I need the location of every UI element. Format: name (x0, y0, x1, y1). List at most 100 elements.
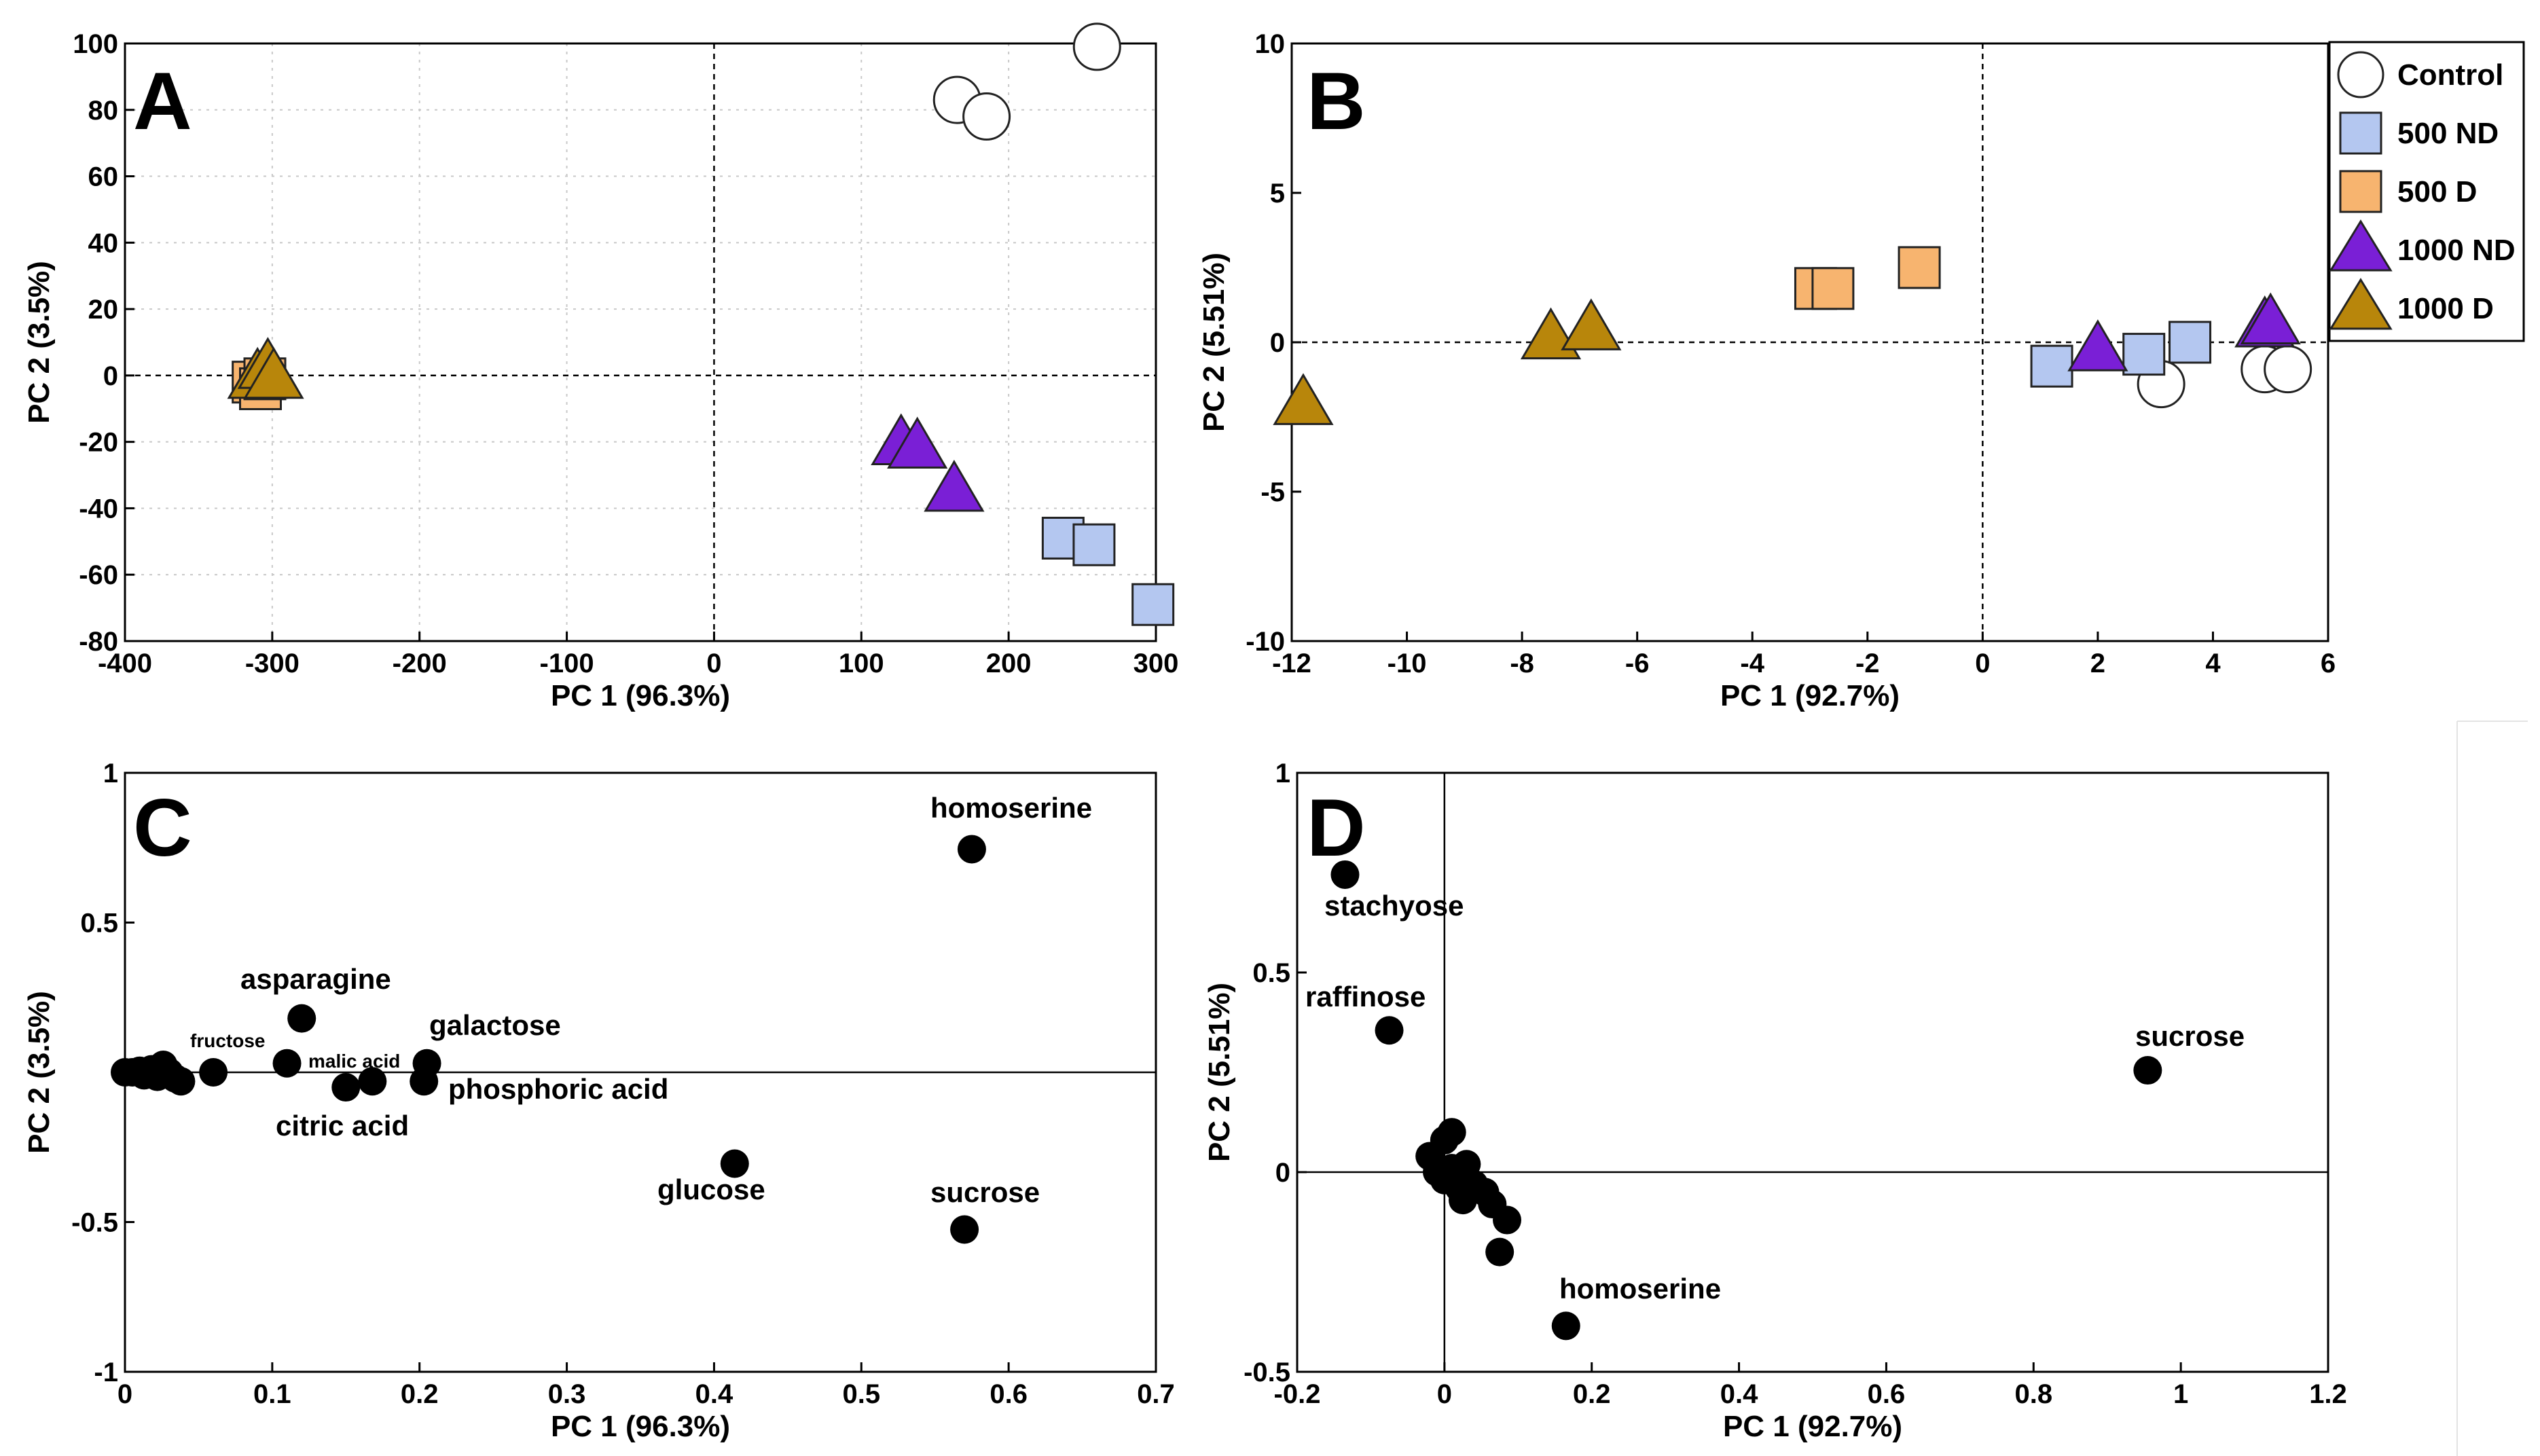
panel-letter: C (133, 782, 192, 873)
loading-label-fructose: fructose (190, 1030, 265, 1051)
loading-label-homoserine: homoserine (1559, 1273, 1721, 1305)
y-tick-label: 0 (1270, 328, 1285, 358)
loading-point-homoserine (957, 835, 986, 864)
marker-control (1072, 22, 1121, 71)
panel-c-loadings-plot: 0 0.1 0.2 0.3 0.4 0.5 0.6 0.7 -1 -0.5 0.5 1 PC 1 (96… (22, 759, 1175, 1443)
loading-point-glucose (720, 1149, 749, 1178)
loading-point-malic-acid (272, 1049, 302, 1078)
x-axis-title: PC 1 (92.7%) (1723, 1410, 1902, 1443)
loading-label-galactose: galactose (429, 1009, 561, 1041)
marker-1000-nd (924, 460, 985, 512)
marker-1000-d (243, 346, 304, 399)
marker-500-nd (2169, 321, 2212, 364)
x-tick-label: 0.3 (548, 1379, 586, 1409)
x-tick-label: 0.8 (2014, 1379, 2052, 1409)
loading-point-raffinose (1375, 1016, 1404, 1045)
x-tick-label: -10 (1387, 649, 1427, 678)
y-tick-label: 0.5 (1252, 958, 1290, 988)
marker-500-d (1811, 267, 1855, 310)
panel-letter: D (1307, 782, 1366, 873)
loading-label-sucrose: sucrose (930, 1176, 1040, 1208)
y-tick-label: 20 (88, 295, 119, 325)
loading-point-asparagine (287, 1004, 316, 1033)
y-tick-label: -20 (79, 428, 118, 458)
legend-marker-1000-nd (2329, 219, 2393, 272)
y-tick-label: -5 (1260, 477, 1285, 507)
marker-1000-nd (2240, 292, 2301, 345)
x-tick-label: -400 (98, 649, 152, 678)
x-tick-label: -300 (245, 649, 300, 678)
loading-label-glucose: glucose (657, 1173, 765, 1205)
legend: Control 500 ND 500 D 1000 ND 1000 D (2328, 41, 2525, 342)
x-tick-label: 0.2 (1573, 1379, 1611, 1409)
panel-d-loadings-plot: -0.2 0 0.2 0.4 0.6 0.8 1 1.2 -0.5 0 0.5 1 PC 1 (92.7… (1203, 759, 2347, 1443)
y-tick-label: 40 (88, 228, 119, 258)
y-axis-title: PC 2 (5.51%) (1197, 253, 1231, 432)
legend-label-control: Control (2397, 58, 2503, 92)
marker-500-nd (2030, 344, 2073, 388)
x-tick-label: 0.6 (990, 1379, 1028, 1409)
loading-point-sucrose (2133, 1056, 2162, 1085)
loading-label-homoserine: homoserine (930, 792, 1092, 824)
y-tick-label: 60 (88, 162, 119, 192)
marker-500-d (1898, 246, 1941, 289)
loading-label-phosphoric-acid: phosphoric acid (448, 1073, 668, 1105)
y-tick-label: 80 (88, 96, 119, 126)
y-tick-label: -60 (79, 560, 118, 590)
x-tick-label: 300 (1133, 649, 1179, 678)
x-tick-label: -0.2 (1274, 1379, 1321, 1409)
x-tick-label: 1.2 (2309, 1379, 2347, 1409)
x-tick-label: 0 (117, 1379, 132, 1409)
loading-point (1437, 1118, 1466, 1147)
marker-1000-d (1273, 373, 1334, 425)
x-tick-label: -4 (1740, 649, 1764, 678)
x-tick-label: 1 (2173, 1379, 2188, 1409)
y-tick-label: 0 (103, 361, 118, 391)
y-tick-label: -80 (79, 627, 118, 657)
y-axis-title: PC 2 (3.5%) (22, 261, 56, 424)
x-tick-label: 0 (1975, 649, 1990, 678)
marker-500-nd (1131, 583, 1175, 626)
panel-a-scores-plot: -400 -300 -200 -100 0 100 200 300-80-60-40-2002… (22, 22, 1179, 712)
y-tick-label: -10 (1246, 627, 1285, 657)
loading-point-stachyose (1330, 860, 1360, 889)
x-tick-label: -200 (393, 649, 447, 678)
legend-marker-control (2337, 51, 2384, 98)
right-edge-margin (2457, 720, 2540, 1456)
panel-letter: A (133, 56, 192, 147)
plot-frame (1296, 771, 2329, 1373)
x-tick-label: 0.1 (253, 1379, 291, 1409)
x-tick-label: 0.2 (401, 1379, 439, 1409)
loading-point-phosphoric-acid (410, 1067, 439, 1096)
marker-control (2264, 345, 2312, 394)
legend-label-500-d: 500 D (2397, 175, 2477, 208)
x-tick-label: 0 (1437, 1379, 1452, 1409)
x-tick-label: -100 (540, 649, 594, 678)
loading-label-sucrose: sucrose (2135, 1020, 2245, 1052)
loading-point-sucrose (950, 1215, 979, 1244)
marker-control (962, 92, 1011, 141)
x-tick-label: 0.7 (1137, 1379, 1175, 1409)
marker-1000-nd (2067, 319, 2128, 371)
y-tick-label: 1 (1275, 759, 1290, 788)
marker-500-nd (1072, 523, 1116, 566)
loading-point (1493, 1205, 1522, 1235)
x-tick-label: 4 (2205, 649, 2221, 678)
y-axis-title: PC 2 (5.51%) (1203, 983, 1236, 1162)
y-tick-label: 100 (73, 29, 118, 59)
y-tick-label: 0.5 (80, 909, 118, 939)
panel-letter: B (1307, 56, 1366, 147)
x-tick-label: 0 (706, 649, 721, 678)
legend-label-1000-d: 1000 D (2397, 292, 2494, 325)
loading-label-asparagine: asparagine (240, 963, 391, 995)
marker-1000-d (1561, 298, 1622, 350)
y-tick-label: -0.5 (71, 1208, 118, 1238)
x-tick-label: -12 (1272, 649, 1311, 678)
legend-marker-1000-d (2329, 278, 2393, 330)
loading-point-fructose (199, 1058, 228, 1087)
y-tick-label: 0 (1275, 1158, 1290, 1188)
loading-point (1485, 1237, 1514, 1267)
loading-point (358, 1067, 387, 1096)
y-tick-label: 5 (1270, 179, 1285, 208)
